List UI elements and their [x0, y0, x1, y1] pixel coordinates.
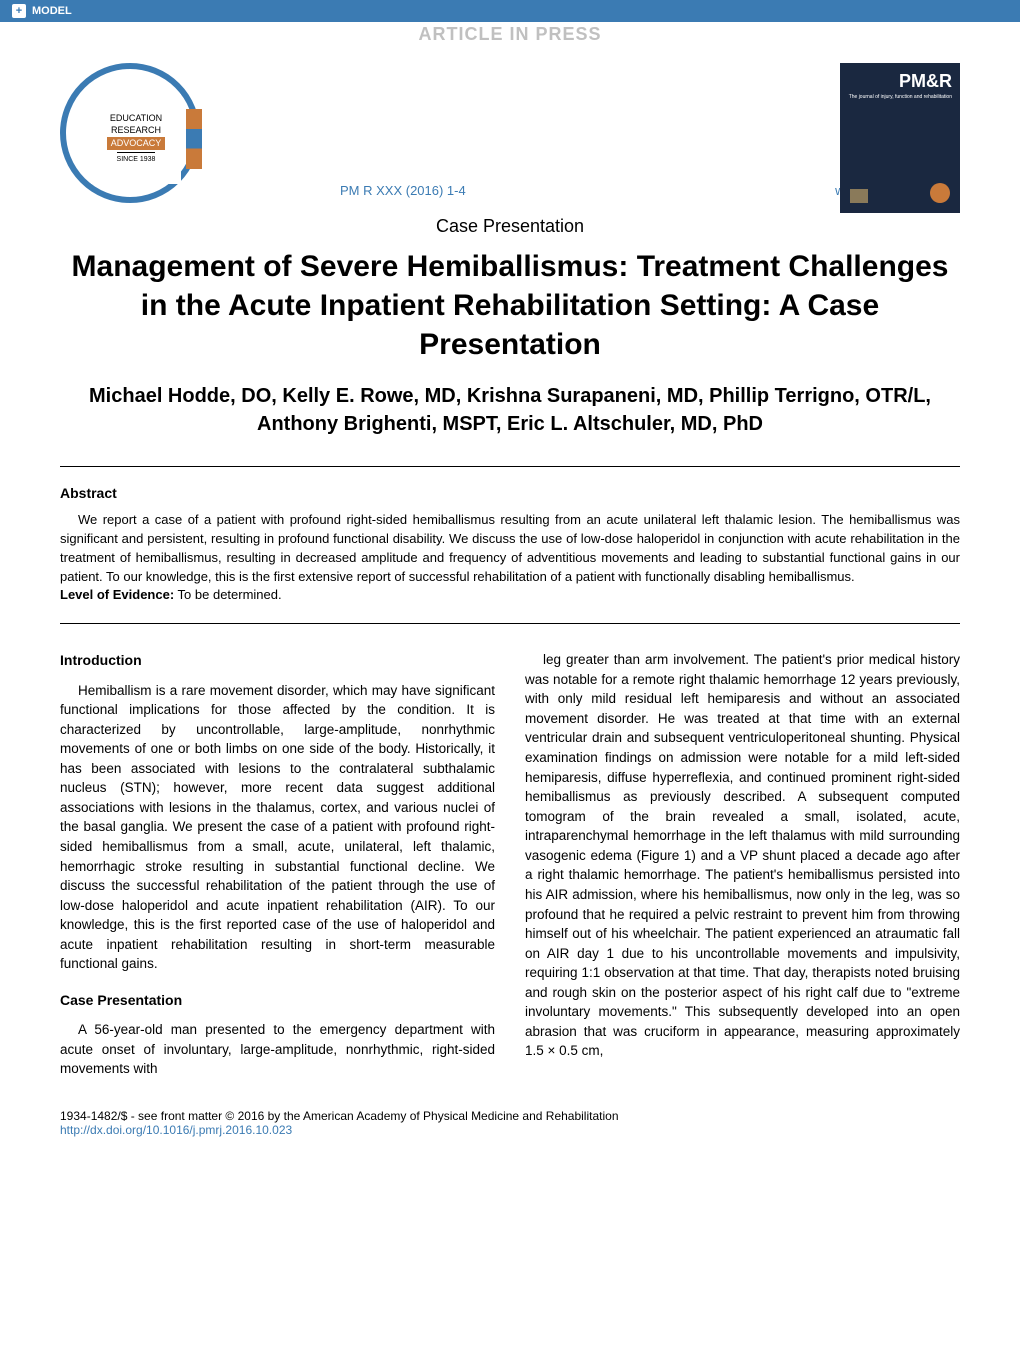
body-columns: Introduction Hemiballism is a rare movem…	[0, 632, 1020, 1099]
article-type-label: Case Presentation	[0, 216, 1020, 237]
logo-circle: EDUCATION RESEARCH ADVOCACY SINCE 1938	[60, 63, 200, 203]
authors-list: Michael Hodde, DO, Kelly E. Rowe, MD, Kr…	[0, 374, 1020, 458]
divider-bottom	[60, 623, 960, 624]
journal-cover-subtitle: The journal of injury, function and reha…	[848, 94, 952, 100]
level-evidence-value: To be determined.	[178, 587, 282, 602]
journal-cover: PM&R The journal of injury, function and…	[840, 63, 960, 213]
aapmr-logo: EDUCATION RESEARCH ADVOCACY SINCE 1938	[60, 63, 200, 203]
logo-since: SINCE 1938	[117, 152, 156, 164]
case-presentation-heading: Case Presentation	[60, 990, 495, 1010]
abstract-heading: Abstract	[60, 485, 960, 501]
journal-badge-icon	[930, 183, 950, 203]
journal-cover-title: PM&R	[848, 71, 952, 92]
introduction-heading: Introduction	[60, 650, 495, 670]
doi-link[interactable]: http://dx.doi.org/10.1016/j.pmrj.2016.10…	[60, 1123, 960, 1137]
citation-link[interactable]: PM R XXX (2016) 1-4	[340, 183, 466, 198]
introduction-text: Hemiballism is a rare movement disorder,…	[60, 681, 495, 974]
level-of-evidence: Level of Evidence: To be determined.	[60, 586, 960, 605]
abstract-text: We report a case of a patient with profo…	[60, 511, 960, 586]
left-column: Introduction Hemiballism is a rare movem…	[60, 650, 495, 1079]
abstract-section: Abstract We report a case of a patient w…	[0, 475, 1020, 615]
logo-line-education: EDUCATION	[110, 113, 162, 125]
logo-line-advocacy: ADVOCACY	[107, 137, 166, 151]
article-in-press-banner: ARTICLE IN PRESS	[0, 22, 1020, 53]
right-column: leg greater than arm involvement. The pa…	[525, 650, 960, 1079]
case-text-col1: A 56-year-old man presented to the emerg…	[60, 1020, 495, 1079]
model-label: MODEL	[32, 5, 72, 17]
model-header: + MODEL	[0, 0, 1020, 22]
logo-line-research: RESEARCH	[111, 125, 161, 137]
divider-top	[60, 466, 960, 467]
logo-inner-text: EDUCATION RESEARCH ADVOCACY SINCE 1938	[91, 94, 181, 184]
case-text-col2: leg greater than arm involvement. The pa…	[525, 650, 960, 1061]
journal-issue-icon	[850, 189, 868, 203]
level-evidence-label: Level of Evidence:	[60, 587, 174, 602]
plus-icon: +	[12, 4, 26, 18]
article-title: Management of Severe Hemiballismus: Trea…	[0, 237, 1020, 374]
logo-bands-icon	[186, 109, 202, 169]
copyright-line: 1934-1482/$ - see front matter © 2016 by…	[60, 1109, 960, 1123]
footer: 1934-1482/$ - see front matter © 2016 by…	[0, 1099, 1020, 1157]
